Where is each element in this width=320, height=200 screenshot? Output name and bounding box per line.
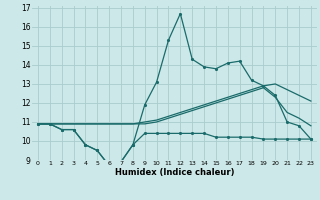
X-axis label: Humidex (Indice chaleur): Humidex (Indice chaleur) [115,168,234,177]
